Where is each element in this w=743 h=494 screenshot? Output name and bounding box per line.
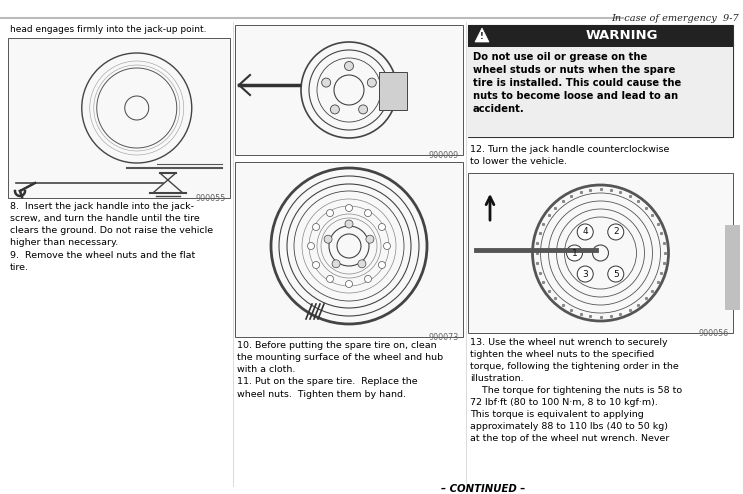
Bar — [379, 72, 407, 110]
Circle shape — [358, 260, 366, 268]
Text: 10. Before putting the spare tire on, clean
the mounting surface of the wheel an: 10. Before putting the spare tire on, cl… — [237, 341, 443, 399]
Text: 13. Use the wheel nut wrench to securely
tighten the wheel nuts to the specified: 13. Use the wheel nut wrench to securely… — [470, 338, 682, 443]
Text: 2: 2 — [613, 227, 619, 237]
Circle shape — [345, 281, 352, 288]
Text: 900073: 900073 — [429, 333, 459, 342]
Circle shape — [345, 61, 354, 71]
Text: 1: 1 — [571, 248, 577, 257]
Text: Do not use oil or grease on the
wheel studs or nuts when the spare
tire is insta: Do not use oil or grease on the wheel st… — [473, 52, 681, 114]
Text: 900056: 900056 — [698, 329, 729, 338]
Circle shape — [345, 220, 353, 228]
Circle shape — [331, 105, 340, 114]
Circle shape — [378, 261, 386, 269]
Circle shape — [313, 223, 319, 231]
Text: – CONTINUED –: – CONTINUED – — [441, 484, 525, 494]
Circle shape — [365, 209, 372, 216]
Circle shape — [313, 261, 319, 269]
Circle shape — [332, 260, 340, 268]
Circle shape — [608, 266, 624, 282]
Text: 3: 3 — [583, 270, 588, 279]
Bar — [468, 47, 733, 137]
Circle shape — [324, 235, 332, 243]
Text: 5: 5 — [613, 270, 619, 279]
Circle shape — [366, 235, 374, 243]
Circle shape — [608, 224, 624, 240]
Circle shape — [577, 224, 593, 240]
Text: head engages firmly into the jack-up point.: head engages firmly into the jack-up poi… — [10, 25, 207, 34]
Circle shape — [367, 78, 376, 87]
Circle shape — [577, 266, 593, 282]
Circle shape — [378, 223, 386, 231]
Text: 900009: 900009 — [429, 151, 459, 160]
Text: In case of emergency  9-7: In case of emergency 9-7 — [611, 14, 739, 23]
Circle shape — [383, 243, 391, 249]
Bar — [468, 25, 733, 47]
Text: 12. Turn the jack handle counterclockwise
to lower the vehicle.: 12. Turn the jack handle counterclockwis… — [470, 145, 669, 166]
Text: WARNING: WARNING — [585, 30, 658, 42]
Polygon shape — [475, 28, 489, 42]
Circle shape — [365, 276, 372, 283]
Bar — [468, 25, 733, 137]
Text: 900055: 900055 — [195, 194, 226, 203]
Circle shape — [326, 276, 334, 283]
Bar — [468, 173, 733, 333]
Circle shape — [322, 78, 331, 87]
Circle shape — [326, 209, 334, 216]
Text: 8.  Insert the jack handle into the jack-
screw, and turn the handle until the t: 8. Insert the jack handle into the jack-… — [10, 202, 213, 272]
Text: 4: 4 — [583, 227, 588, 237]
Bar — [8, 38, 230, 198]
Bar — [235, 162, 463, 337]
Circle shape — [308, 243, 314, 249]
Circle shape — [359, 105, 368, 114]
Circle shape — [345, 205, 352, 211]
Circle shape — [566, 245, 583, 261]
Bar — [235, 25, 463, 155]
Text: !: ! — [480, 33, 484, 41]
Bar — [725, 225, 740, 310]
